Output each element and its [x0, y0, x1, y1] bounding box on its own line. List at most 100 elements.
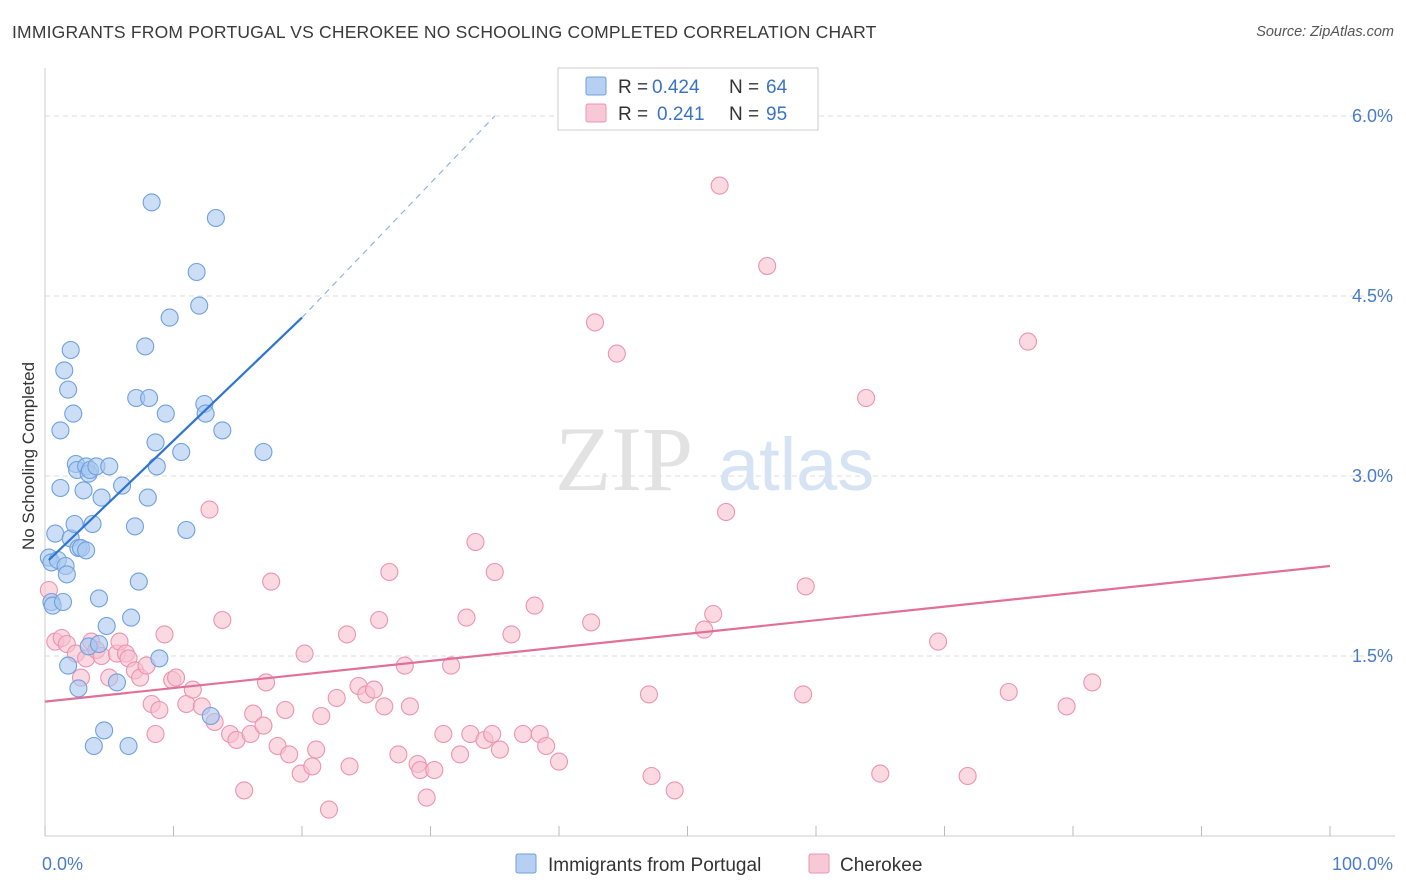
cherokee-point	[307, 740, 326, 759]
portugal-point	[64, 404, 83, 423]
portugal-point	[51, 478, 70, 498]
cherokee-point	[262, 572, 281, 591]
cherokee-point	[1083, 673, 1102, 692]
x-tick-labels: 0.0% 100.0%	[42, 854, 1393, 874]
cherokee-point	[256, 673, 276, 692]
portugal-point	[146, 433, 165, 452]
portugal-point	[206, 208, 225, 228]
watermark-atlas: atlas	[718, 423, 874, 506]
cherokee-point	[370, 610, 389, 630]
cherokee-point	[280, 745, 299, 764]
cherokee-point	[451, 745, 470, 764]
chart-source: Source: ZipAtlas.com	[1256, 24, 1394, 40]
portugal-point	[46, 524, 65, 543]
portugal-point	[213, 421, 232, 440]
cherokee-point	[1018, 332, 1038, 351]
portugal-point	[59, 380, 78, 399]
portugal-point	[150, 649, 169, 668]
cherokee-point	[442, 656, 461, 675]
portugal-point	[65, 514, 84, 534]
y-tick-label: 4.5%	[1352, 286, 1393, 306]
cherokee-point	[642, 766, 661, 786]
portugal-point	[89, 589, 109, 608]
cherokee-point	[295, 644, 314, 663]
y-tick-label: 1.5%	[1352, 646, 1393, 666]
portugal-point	[113, 476, 132, 495]
portugal-point	[160, 308, 179, 327]
cherokee-point	[425, 760, 444, 780]
cherokee-point	[585, 313, 605, 332]
cherokee-point	[537, 736, 556, 756]
portugal-point	[51, 421, 70, 440]
cherokee-point	[400, 697, 419, 716]
legend-n-label: N =	[729, 77, 759, 98]
cherokee-point	[665, 781, 684, 800]
cherokee-point	[549, 752, 569, 771]
cherokee-point	[929, 632, 948, 651]
legend-swatch-cherokee	[585, 103, 607, 123]
cherokee-point	[254, 716, 273, 735]
portugal-point	[136, 337, 155, 356]
cherokee-point	[639, 685, 659, 704]
cherokee-point	[490, 740, 509, 759]
y-tick-label: 3.0%	[1352, 466, 1393, 486]
legend-n-value: 95	[766, 104, 787, 125]
portugal-point	[129, 572, 148, 591]
legend-r-label: R =	[618, 104, 648, 125]
cherokee-point	[695, 620, 714, 639]
bottom-legend-swatch-cherokee	[808, 853, 830, 874]
portugal-point	[125, 517, 144, 536]
cherokee-point	[794, 685, 813, 704]
portugal-point	[119, 736, 138, 756]
cherokee-point	[241, 724, 260, 744]
cherokee-point	[513, 724, 533, 744]
portugal-trend-extension	[301, 115, 496, 319]
portugal-point	[142, 193, 161, 212]
cherokee-point	[146, 724, 165, 744]
portugal-points	[39, 193, 273, 756]
cherokee-point	[276, 700, 295, 720]
portugal-point	[172, 442, 191, 462]
portugal-point	[55, 361, 74, 380]
bottom-legend: Immigrants from Portugal Cherokee	[515, 853, 922, 876]
cherokee-point	[485, 562, 504, 582]
cherokee-point	[395, 656, 414, 675]
portugal-point	[100, 457, 119, 476]
legend-n-label: N =	[729, 104, 759, 125]
legend-swatch-portugal	[585, 76, 607, 96]
portugal-point	[77, 541, 96, 560]
cherokee-point	[155, 625, 174, 644]
cherokee-point	[871, 764, 890, 783]
legend: R = 0.424 N = 64 R = 0.241 N = 95	[557, 67, 819, 131]
cherokee-point	[999, 682, 1018, 702]
portugal-point	[53, 592, 73, 612]
x-tick-label: 0.0%	[42, 854, 83, 874]
legend-r-value: 0.424	[652, 77, 700, 98]
portugal-point	[59, 656, 78, 675]
trend-lines	[44, 115, 1331, 703]
cherokee-point	[758, 256, 777, 276]
cherokee-point	[183, 680, 202, 699]
cherokee-point	[375, 697, 394, 716]
y-axis-title: No Schooling Completed	[19, 362, 38, 550]
bottom-legend-label-cherokee: Cherokee	[840, 855, 922, 876]
watermark: ZIP atlas	[555, 408, 874, 510]
cherokee-point	[857, 388, 876, 408]
cherokee-point	[327, 688, 346, 708]
legend-r-value: 0.241	[657, 104, 705, 125]
cherokee-point	[607, 344, 626, 363]
bottom-legend-label-portugal: Immigrants from Portugal	[548, 855, 761, 876]
cherokee-point	[1057, 697, 1076, 716]
cherokee-point	[167, 668, 186, 687]
legend-n-value: 64	[766, 77, 788, 98]
cherokee-point	[796, 577, 815, 596]
portugal-point	[177, 520, 196, 540]
cherokee-point	[502, 625, 521, 644]
cherokee-point	[704, 604, 723, 624]
bottom-legend-swatch-portugal	[515, 853, 537, 874]
x-tick-label: 100.0%	[1332, 854, 1393, 874]
portugal-point	[156, 404, 175, 423]
watermark-zip: ZIP	[555, 408, 693, 510]
y-tick-labels: 1.5% 3.0% 4.5% 6.0%	[1352, 106, 1393, 666]
